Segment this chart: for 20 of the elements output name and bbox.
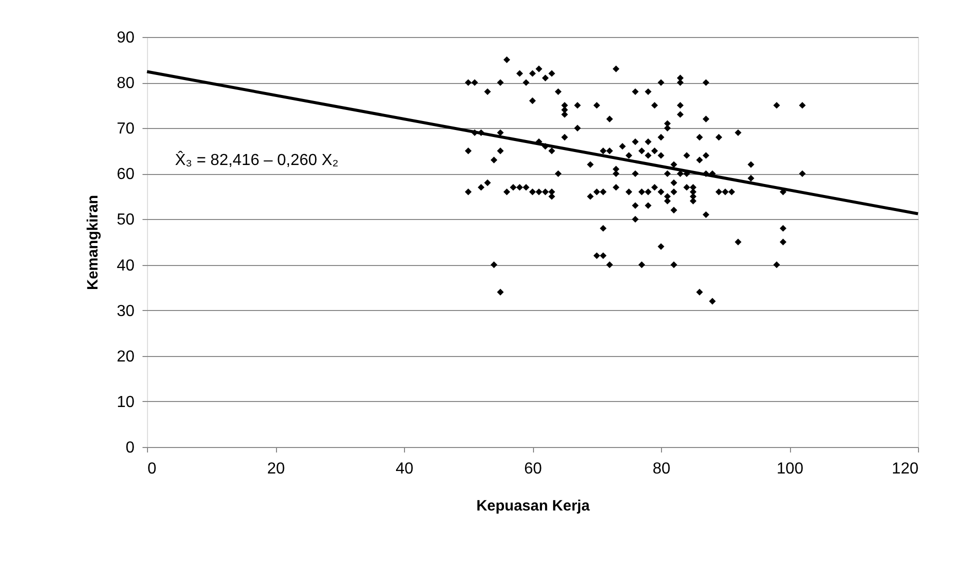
y-tick-label: 90	[116, 30, 135, 46]
x-tick-label: 20	[267, 460, 285, 478]
x-tick-label: 120	[892, 460, 919, 478]
y-tick-label: 70	[116, 120, 135, 138]
y-axis-title: Kemangkiran	[84, 194, 102, 290]
y-tick-label: 10	[116, 394, 135, 411]
x-tick-label: 100	[776, 460, 804, 478]
x-tick-label: 40	[396, 460, 414, 478]
x-tick-label: 60	[524, 460, 542, 478]
y-tick-label: 30	[116, 302, 135, 320]
y-tick-label: 60	[116, 166, 135, 184]
y-tick-label: 0	[126, 440, 135, 456]
annotation: X̂₃ = 82,416 – 0,260 X₂	[175, 150, 339, 169]
y-tick-label: 50	[116, 212, 135, 229]
y-tick-label: 20	[116, 348, 135, 366]
x-axis-title: Kepuasan Kerja	[476, 498, 590, 514]
x-tick-label: 0	[148, 460, 156, 478]
y-tick-label: 80	[116, 75, 135, 92]
y-tick-label: 40	[116, 257, 135, 274]
x-tick-label: 80	[652, 460, 670, 478]
